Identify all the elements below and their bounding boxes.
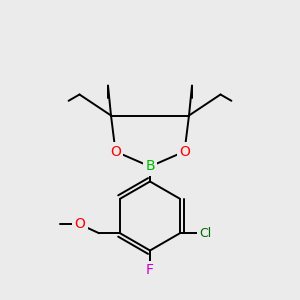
- Text: O: O: [179, 145, 190, 158]
- Text: F: F: [146, 263, 154, 277]
- Text: Cl: Cl: [199, 227, 212, 240]
- Text: B: B: [145, 160, 155, 173]
- Text: O: O: [110, 145, 121, 158]
- Text: O: O: [74, 217, 85, 231]
